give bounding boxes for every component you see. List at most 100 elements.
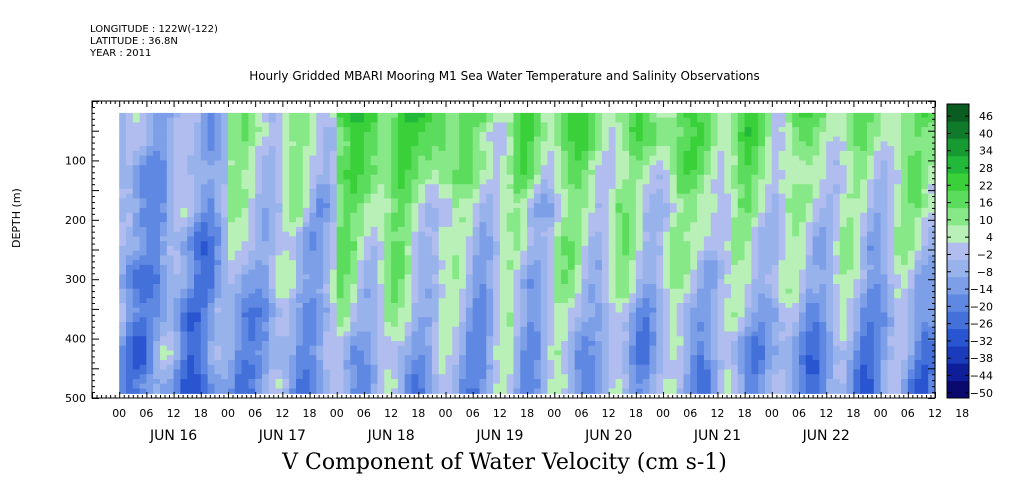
- field-cell: [350, 284, 358, 290]
- field-cell: [690, 226, 698, 233]
- field-cell: [411, 317, 419, 323]
- field-cell: [418, 312, 426, 318]
- field-cell: [499, 369, 508, 375]
- field-cell: [384, 360, 392, 366]
- field-cell: [438, 112, 447, 119]
- field-cell: [350, 131, 358, 138]
- field-cell: [506, 184, 515, 190]
- field-cell: [248, 317, 256, 323]
- field-cell: [438, 264, 447, 271]
- field-cell: [132, 364, 141, 371]
- field-cell: [683, 136, 691, 142]
- field-cell: [377, 203, 385, 209]
- field-cell: [601, 350, 610, 356]
- field-cell: [357, 369, 365, 375]
- field-cell: [323, 150, 331, 157]
- field-cell: [588, 331, 596, 337]
- field-cell: [581, 331, 589, 337]
- field-cell: [635, 122, 644, 128]
- field-cell: [221, 198, 229, 204]
- field-cell: [533, 207, 542, 214]
- field-cell: [363, 255, 372, 261]
- field-cell: [275, 312, 283, 318]
- field-cell: [656, 222, 664, 228]
- field-cell: [262, 131, 270, 138]
- field-cell: [357, 165, 365, 171]
- field-cell: [561, 141, 569, 147]
- field-cell: [479, 288, 487, 295]
- field-cell: [119, 312, 127, 318]
- field-cell: [336, 117, 345, 123]
- field-cell: [234, 374, 243, 380]
- field-cell: [669, 245, 678, 252]
- field-cell: [241, 141, 249, 147]
- field-cell: [554, 155, 562, 161]
- field-cell: [146, 207, 154, 214]
- field-cell: [119, 336, 127, 342]
- field-cell: [513, 127, 521, 133]
- field-cell: [343, 369, 351, 375]
- field-cell: [139, 184, 147, 190]
- field-cell: [540, 288, 549, 295]
- field-cell: [241, 179, 249, 185]
- field-cell: [656, 364, 664, 371]
- field-cell: [160, 174, 168, 181]
- field-cell: [547, 360, 555, 366]
- field-cell: [357, 298, 365, 304]
- field-cell: [547, 179, 555, 185]
- field-cell: [289, 212, 297, 219]
- field-cell: [302, 345, 311, 352]
- field-cell: [363, 236, 372, 242]
- field-cell: [683, 112, 691, 119]
- field-cell: [363, 203, 372, 209]
- field-cell: [513, 322, 521, 328]
- field-cell: [465, 241, 474, 247]
- field-cell: [472, 226, 481, 233]
- field-cell: [608, 307, 617, 314]
- field-cell: [561, 226, 569, 233]
- field-cell: [289, 198, 297, 204]
- field-cell: [669, 150, 678, 157]
- field-cell: [683, 203, 691, 209]
- field-cell: [445, 217, 453, 223]
- field-cell: [540, 355, 549, 361]
- field-cell: [384, 269, 392, 276]
- field-cell: [669, 284, 678, 290]
- field-cell: [465, 322, 474, 328]
- field-cell: [635, 207, 644, 214]
- field-cell: [493, 174, 501, 181]
- field-cell: [452, 369, 460, 375]
- field-cell: [363, 303, 372, 309]
- field-cell: [547, 241, 555, 247]
- field-cell: [146, 112, 154, 119]
- field-cell: [350, 360, 358, 366]
- field-cell: [248, 336, 256, 342]
- field-cell: [234, 288, 243, 295]
- field-cell: [221, 307, 229, 314]
- field-cell: [262, 388, 270, 394]
- field-cell: [268, 160, 277, 166]
- field-cell: [622, 355, 630, 361]
- field-cell: [119, 188, 127, 195]
- field-cell: [234, 341, 243, 347]
- field-cell: [153, 165, 161, 171]
- field-cell: [622, 174, 630, 181]
- field-cell: [200, 141, 209, 147]
- field-cell: [377, 169, 385, 176]
- field-cell: [255, 298, 263, 304]
- field-cell: [629, 212, 637, 219]
- field-cell: [173, 269, 181, 276]
- field-cell: [425, 122, 433, 128]
- field-cell: [499, 160, 508, 166]
- field-cell: [350, 241, 358, 247]
- field-cell: [683, 117, 691, 123]
- field-cell: [574, 165, 583, 171]
- field-cell: [377, 217, 385, 223]
- field-cell: [404, 112, 413, 119]
- field-cell: [153, 127, 161, 133]
- field-cell: [194, 212, 202, 219]
- field-cell: [160, 345, 168, 352]
- field-cell: [187, 136, 195, 142]
- field-cell: [561, 150, 569, 157]
- field-cell: [445, 141, 453, 147]
